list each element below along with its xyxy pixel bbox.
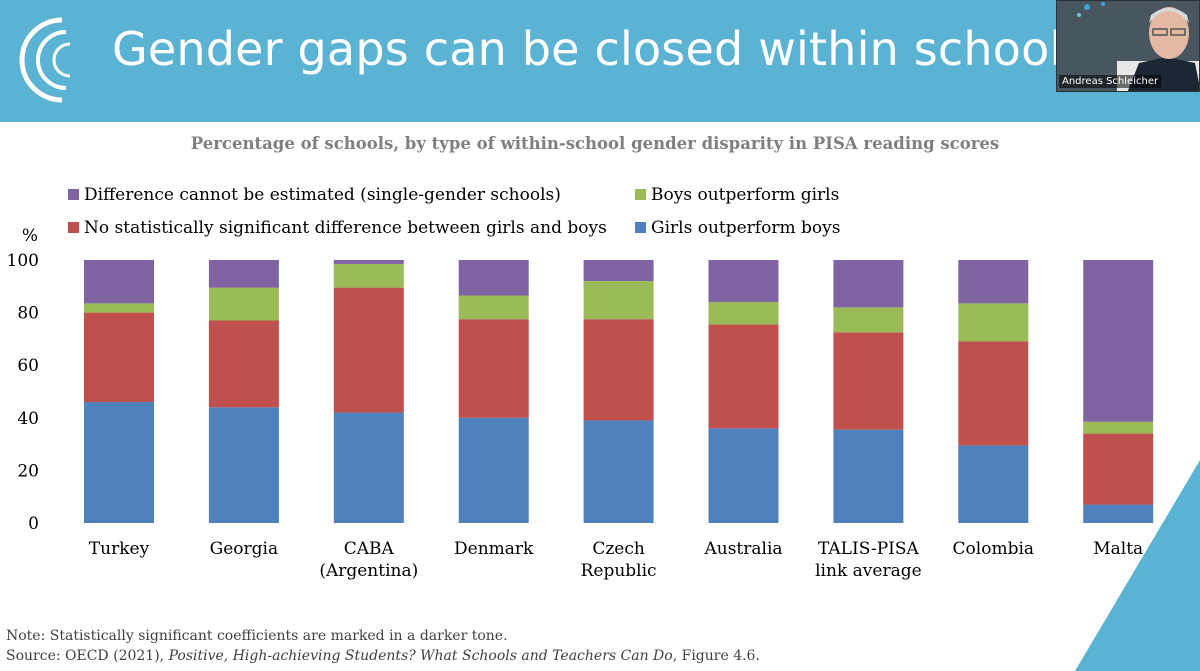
x-tick-label: TALIS-PISA bbox=[818, 539, 920, 559]
y-axis-label: % bbox=[22, 226, 38, 246]
bar-segment bbox=[333, 287, 404, 413]
y-tick-label: 20 bbox=[17, 461, 39, 481]
bar-segment bbox=[958, 445, 1029, 523]
bar-segment bbox=[84, 260, 154, 304]
source-text: Source: OECD (2021), Positive, High-achi… bbox=[6, 646, 760, 666]
bar-segment bbox=[833, 429, 904, 523]
slide-header: Gender gaps can be closed within schools bbox=[0, 0, 1200, 122]
bar-segment bbox=[583, 281, 654, 320]
bar-segment bbox=[333, 260, 404, 264]
bar-segment bbox=[708, 428, 779, 523]
x-tick-label: Denmark bbox=[454, 539, 534, 559]
y-tick-label: 0 bbox=[28, 514, 39, 534]
bar-segment bbox=[1083, 504, 1154, 523]
bar-segment bbox=[1083, 260, 1154, 422]
bar-segment bbox=[208, 407, 279, 523]
bar-segment bbox=[958, 303, 1029, 342]
bar-segment bbox=[208, 260, 279, 288]
x-tick-label: Turkey bbox=[89, 539, 150, 559]
slide-title: Gender gaps can be closed within schools bbox=[112, 22, 1087, 76]
source-title: Positive, High-achieving Students? What … bbox=[168, 648, 673, 664]
bar-segment bbox=[1083, 421, 1154, 434]
legend-label: Difference cannot be estimated (single-g… bbox=[84, 185, 561, 205]
bar-segment bbox=[708, 324, 779, 429]
bar-segment bbox=[208, 320, 279, 408]
bar-segment bbox=[458, 260, 529, 296]
bar-segment bbox=[583, 420, 654, 523]
bar-segment bbox=[458, 295, 529, 320]
x-tick-label: (Argentina) bbox=[319, 561, 418, 581]
y-tick-label: 100 bbox=[7, 251, 39, 271]
source-prefix: Source: OECD (2021), bbox=[6, 648, 169, 664]
note-text: Note: Statistically significant coeffici… bbox=[6, 628, 508, 644]
decorative-corner-triangle bbox=[1075, 460, 1200, 671]
bar-segment bbox=[708, 302, 779, 325]
chart-title: Percentage of schools, by type of within… bbox=[190, 134, 1000, 153]
y-tick-label: 80 bbox=[17, 304, 39, 324]
bar-segment bbox=[833, 260, 904, 308]
bar-segment bbox=[958, 260, 1029, 304]
chart-footnote: Note: Statistically significant coeffici… bbox=[6, 626, 760, 666]
bar-segment bbox=[84, 303, 154, 313]
legend-swatch bbox=[635, 222, 646, 233]
x-tick-label: Republic bbox=[581, 561, 657, 581]
bar-segment bbox=[1083, 433, 1154, 505]
bar-segment bbox=[458, 417, 529, 523]
bar-segment bbox=[333, 412, 404, 523]
legend-label: Boys outperform girls bbox=[651, 185, 839, 205]
oecd-logo bbox=[19, 17, 71, 103]
bar-segment bbox=[708, 260, 779, 303]
source-suffix: , Figure 4.6. bbox=[672, 648, 760, 664]
bar-segment bbox=[208, 287, 279, 321]
legend-label: No statistically significant difference … bbox=[84, 218, 607, 238]
x-tick-label: Australia bbox=[703, 539, 782, 559]
bar-segment bbox=[833, 307, 904, 333]
x-tick-label: link average bbox=[815, 561, 922, 581]
legend-swatch bbox=[68, 189, 79, 200]
x-tick-label: Colombia bbox=[953, 539, 1035, 559]
x-tick-label: Georgia bbox=[210, 539, 278, 559]
speaker-name-label: Andreas Schleicher bbox=[1059, 75, 1162, 88]
x-tick-label: CABA bbox=[344, 539, 395, 559]
legend-swatch bbox=[635, 189, 646, 200]
bar-segment bbox=[458, 319, 529, 418]
y-tick-label: 40 bbox=[17, 409, 39, 429]
bar-segment bbox=[583, 319, 654, 421]
bar-segment bbox=[333, 263, 404, 288]
bar-segment bbox=[84, 402, 154, 523]
bar-segment bbox=[958, 341, 1029, 446]
bar-segment bbox=[583, 260, 654, 282]
legend-label: Girls outperform boys bbox=[651, 218, 840, 238]
bar-segment bbox=[833, 332, 904, 430]
x-tick-label: Czech bbox=[592, 539, 645, 559]
bar-segment bbox=[84, 312, 154, 403]
legend-swatch bbox=[68, 222, 79, 233]
y-tick-label: 60 bbox=[17, 356, 39, 376]
x-tick-label: Malta bbox=[1093, 539, 1143, 559]
